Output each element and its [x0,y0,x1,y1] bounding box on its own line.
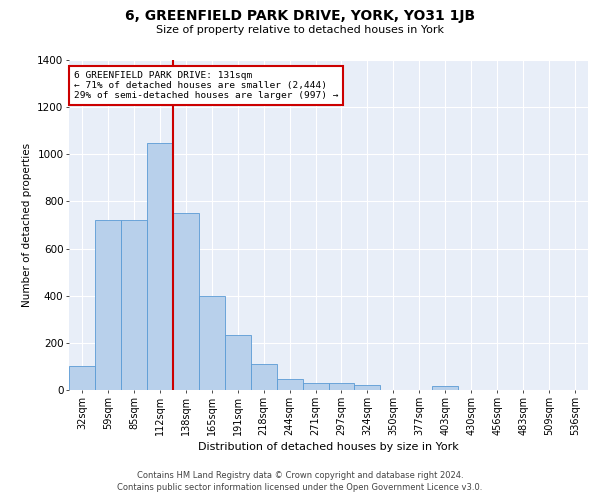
Bar [277,380,302,390]
Bar [173,213,199,390]
Bar [302,384,329,390]
Bar [251,364,277,390]
Text: 6 GREENFIELD PARK DRIVE: 131sqm
← 71% of detached houses are smaller (2,444)
29%: 6 GREENFIELD PARK DRIVE: 131sqm ← 71% of… [74,70,338,101]
Bar [225,334,251,390]
Bar [433,386,458,390]
Y-axis label: Number of detached properties: Number of detached properties [22,143,32,307]
Text: Distribution of detached houses by size in York: Distribution of detached houses by size … [199,442,459,452]
Bar [355,386,380,390]
Bar [199,296,224,390]
Text: Contains HM Land Registry data © Crown copyright and database right 2024.: Contains HM Land Registry data © Crown c… [137,472,463,480]
Bar [329,384,355,390]
Bar [147,142,173,390]
Bar [95,220,121,390]
Text: Size of property relative to detached houses in York: Size of property relative to detached ho… [156,25,444,35]
Text: 6, GREENFIELD PARK DRIVE, YORK, YO31 1JB: 6, GREENFIELD PARK DRIVE, YORK, YO31 1JB [125,9,475,23]
Bar [121,220,147,390]
Text: Contains public sector information licensed under the Open Government Licence v3: Contains public sector information licen… [118,483,482,492]
Bar [69,366,95,390]
